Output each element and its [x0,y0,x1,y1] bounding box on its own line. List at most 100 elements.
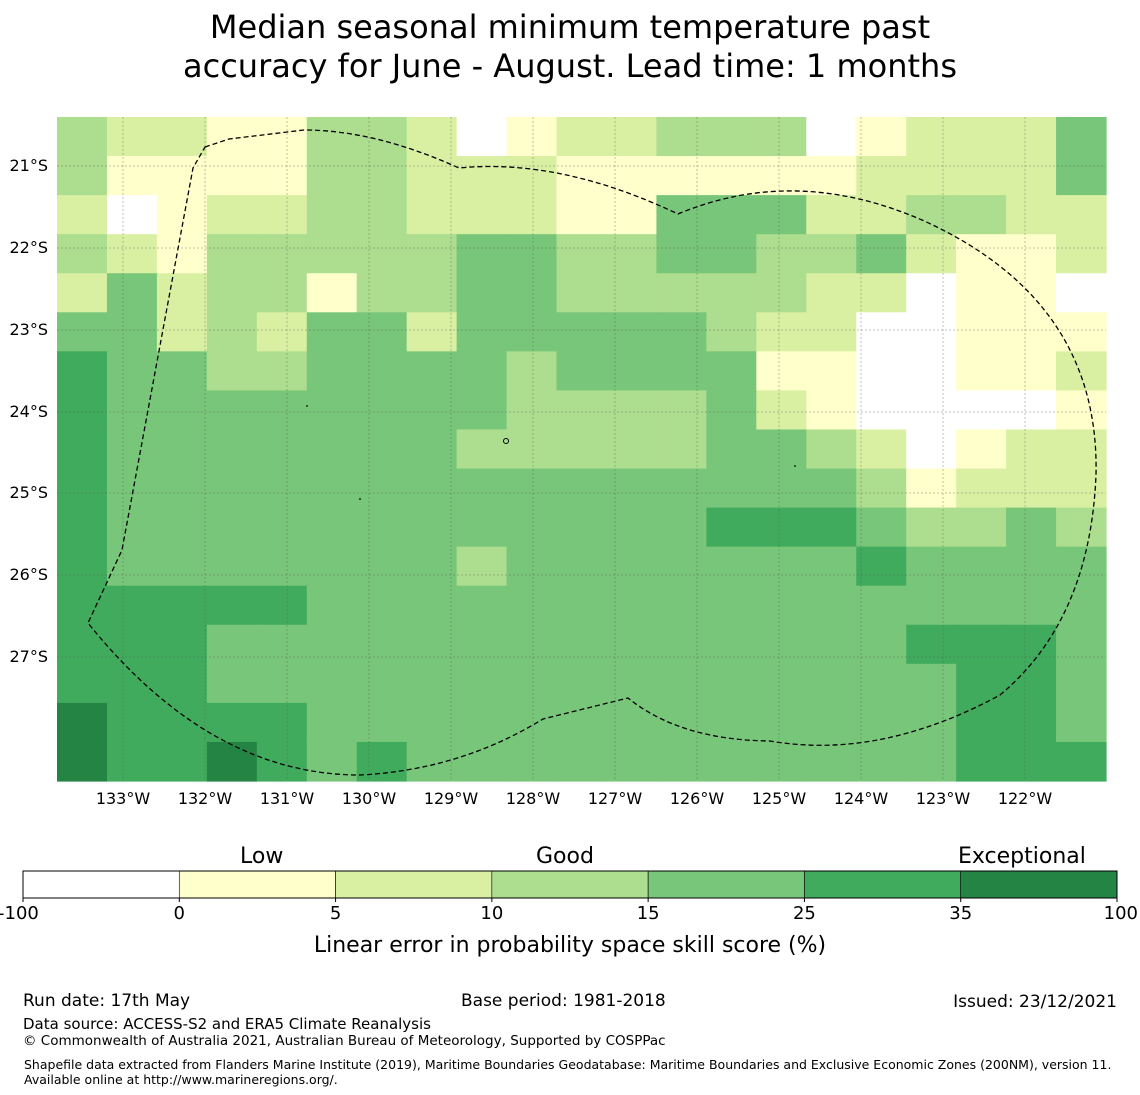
grid-cell [906,117,957,157]
map-title-line-1: Median seasonal minimum temperature past [209,8,931,46]
grid-cell [1056,156,1107,196]
grid-cell [256,663,308,704]
grid-cell [956,351,1007,392]
grid-cell [556,156,608,196]
grid-cell [406,663,458,704]
grid-cell [506,429,558,470]
grid-cell [456,741,508,782]
grid-cell [856,468,907,509]
colorbar-label-exceptional: Exceptional [958,844,1086,869]
grid-cell [856,390,907,431]
grid-cell [856,351,907,392]
colorbar-segment [178,870,336,899]
grid-cell [506,468,558,509]
grid-cell [606,585,658,626]
grid-cell [356,702,408,743]
grid-cell [506,663,558,704]
grid-cell [306,702,358,743]
grid-cell [156,195,208,235]
grid-cell [356,741,408,782]
grid-cell [506,741,558,782]
grid-cell [756,663,807,704]
grid-cell [456,117,508,157]
grid-cell [906,195,957,235]
grid-cell [206,624,258,665]
grid-cell [256,195,308,235]
grid-cell [956,273,1007,313]
grid-cell [206,117,258,157]
grid-cell [456,234,508,274]
grid-cell [306,156,358,196]
grid-cell [1056,624,1107,665]
grid-cell [506,234,558,274]
grid-cell [656,546,707,587]
grid-cell [756,195,807,235]
grid-cell [57,429,108,470]
grid-cell [606,741,658,782]
grid-cell [456,429,508,470]
grid-cell [156,351,208,392]
colorbar-segment [960,870,1118,899]
grid-cell [1056,351,1107,392]
grid-cell [406,741,458,782]
grid-cell [706,585,757,626]
grid-cell [356,624,408,665]
grid-cell [706,195,757,235]
grid-cell [57,117,108,157]
grid-cell [656,585,707,626]
grid-cell [206,429,258,470]
run-date: Run date: 17th May [23,991,191,1011]
grid-cell [556,312,608,352]
grid-cell [406,507,458,548]
grid-cell [1056,390,1107,431]
grid-cell [956,663,1007,704]
grid-cell [1006,468,1057,509]
grid-cell [856,624,907,665]
longitude-label: 124°W [833,789,889,808]
grid-cell [406,546,458,587]
grid-cell [656,117,707,157]
grid-cell [57,585,108,626]
grid-cell [206,663,258,704]
grid-cell [256,312,308,352]
grid-cell [1006,351,1057,392]
grid-cell [656,663,707,704]
grid-cell [206,507,258,548]
grid-cell [106,741,158,782]
grid-cell [756,429,807,470]
latitude-label: 27°S [9,647,48,666]
grid-cell [106,117,158,157]
grid-cell [456,702,508,743]
grid-cell [506,390,558,431]
grid-cell [57,195,108,235]
grid-cell [856,546,907,587]
grid-cell [656,312,707,352]
grid-cell [456,390,508,431]
grid-cell [856,117,907,157]
grid-cell [856,234,907,274]
grid-cell [156,702,208,743]
grid-cell [356,585,408,626]
grid-cell [406,468,458,509]
grid-cell [1006,390,1057,431]
grid-cell [256,507,308,548]
grid-cell [256,351,308,392]
grid-cell [1006,507,1057,548]
grid-cell [406,429,458,470]
grid-cell [606,234,658,274]
grid-cell [706,273,757,313]
grid-cell [656,273,707,313]
grid-cell [456,351,508,392]
eez-boundary-line [87,129,1097,776]
grid-cell [556,741,608,782]
grid-cell [57,702,108,743]
colorbar-segment [22,870,180,899]
longitude-label: 126°W [669,789,725,808]
grid-cell [956,390,1007,431]
grid-cell [606,702,658,743]
data-source: Data source: ACCESS-S2 and ERA5 Climate … [23,1015,431,1033]
grid-cell [306,234,358,274]
grid-cell [1006,156,1057,196]
grid-cell [1056,312,1107,352]
grid-cell [706,390,757,431]
